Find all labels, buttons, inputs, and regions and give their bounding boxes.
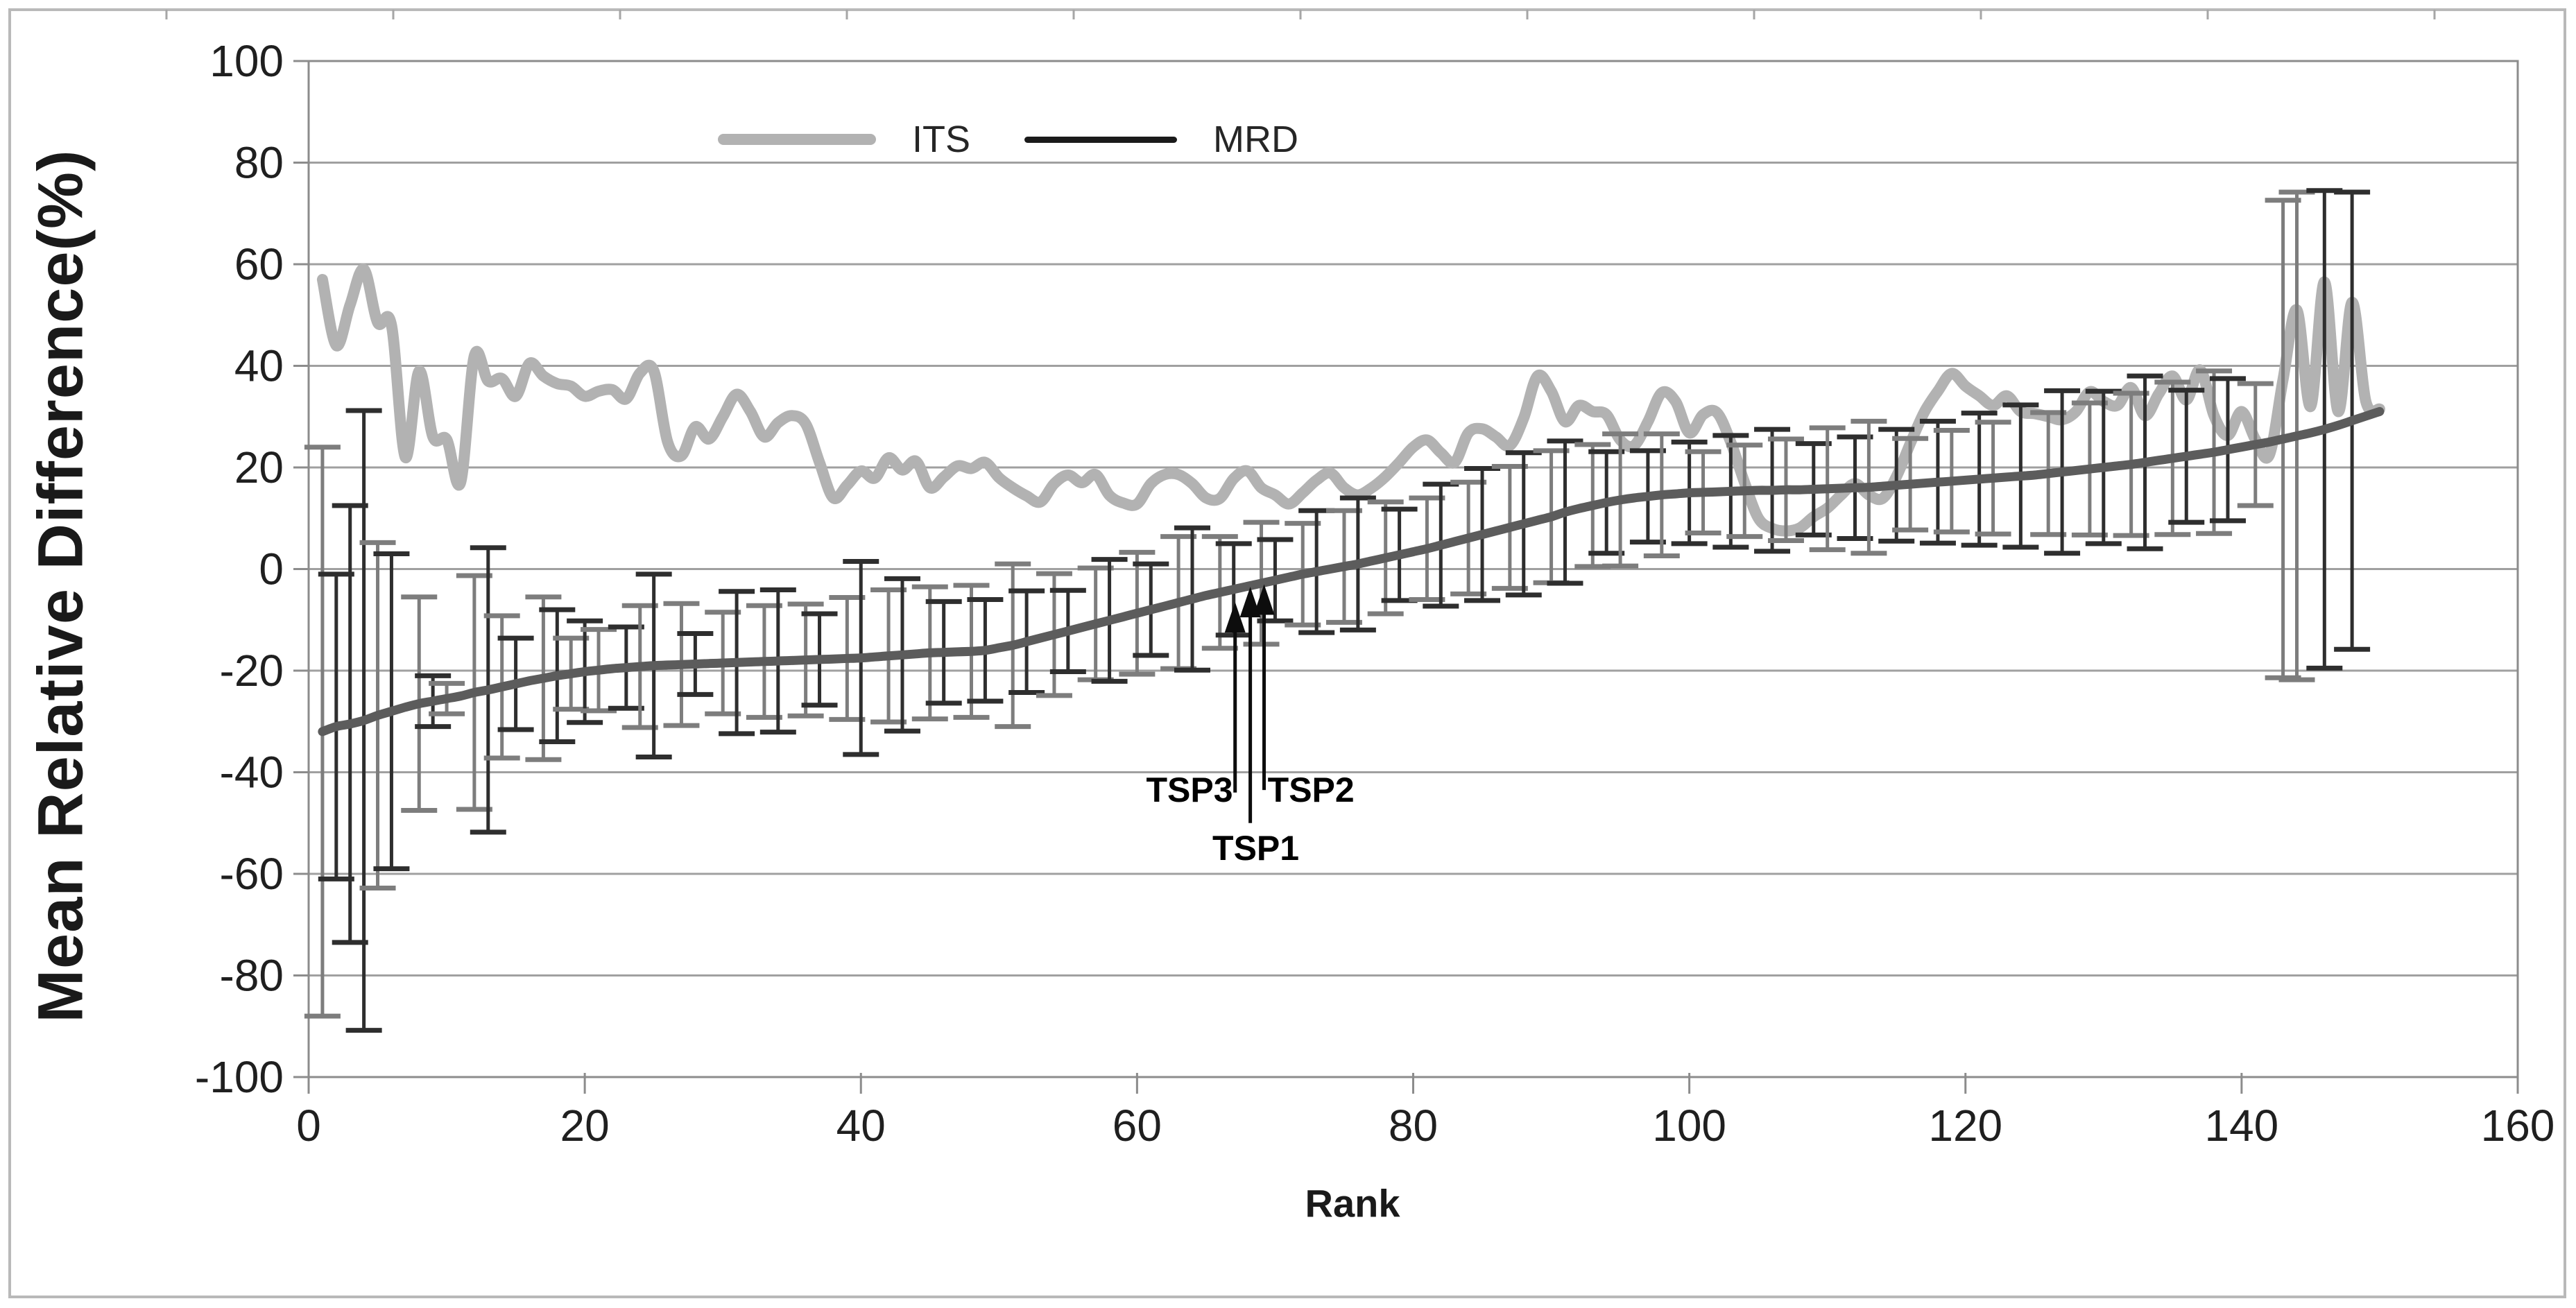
gridlines xyxy=(309,60,2518,1078)
tsp-arrow-tsp3 xyxy=(1224,602,1246,793)
x-tick-label-140: 140 xyxy=(2204,1101,2278,1151)
y-tick-label-60: 60 xyxy=(234,239,284,289)
axis-tick-labels: -100 -80 -60 -40 -20 0 20 40 60 80 100 0 20 40 60 80 100… xyxy=(195,36,2554,1151)
its-line xyxy=(316,264,2385,537)
x-tick-label-120: 120 xyxy=(1928,1101,2002,1151)
tsp-arrow-tsp2 xyxy=(1253,584,1275,791)
x-tick-label-0: 0 xyxy=(296,1101,321,1151)
y-tick-label-40: 40 xyxy=(234,341,284,391)
y-tick-label--80: -80 xyxy=(220,951,284,1001)
x-tick-label-20: 20 xyxy=(560,1101,610,1151)
x-tick-label-40: 40 xyxy=(836,1101,886,1151)
y-tick-label--100: -100 xyxy=(195,1052,284,1102)
legend: ITS MRD xyxy=(718,115,1298,164)
y-tick-label-20: 20 xyxy=(234,442,284,492)
y-tick-label-80: 80 xyxy=(234,138,284,188)
annotation-label-tsp2: TSP2 xyxy=(1267,771,1355,810)
y-tick-label-0: 0 xyxy=(259,544,284,594)
y-axis-title: Mean Relative Difference(%) xyxy=(25,149,96,1023)
x-tick-label-60: 60 xyxy=(1113,1101,1162,1151)
legend-item-its: ITS xyxy=(718,118,970,161)
annotation-label-tsp1: TSP1 xyxy=(1212,829,1300,868)
axis-ticks xyxy=(293,60,2519,1094)
legend-item-mrd: MRD xyxy=(1024,118,1298,161)
annotation-label-tsp3: TSP3 xyxy=(1146,771,1233,810)
x-tick-label-80: 80 xyxy=(1389,1101,1438,1151)
legend-label-mrd: MRD xyxy=(1213,119,1298,160)
mrd-line-swatch-icon xyxy=(1024,136,1178,143)
y-tick-label--40: -40 xyxy=(220,748,284,798)
legend-label-its: ITS xyxy=(912,119,971,160)
error-bars xyxy=(304,188,2371,1033)
x-tick-label-160: 160 xyxy=(2481,1101,2555,1151)
y-tick-label--20: -20 xyxy=(220,646,284,696)
its-line-swatch-icon xyxy=(718,134,876,145)
figure-frame xyxy=(8,8,2566,1298)
y-tick-label-100: 100 xyxy=(209,36,284,86)
mrd-line xyxy=(318,406,2385,737)
annotation-arrows xyxy=(1224,584,1275,823)
x-tick-label-100: 100 xyxy=(1652,1101,1726,1151)
frame-ruler-ticks xyxy=(165,10,2436,19)
x-axis-title: Rank xyxy=(1305,1181,1400,1225)
y-tick-label--60: -60 xyxy=(220,849,284,899)
